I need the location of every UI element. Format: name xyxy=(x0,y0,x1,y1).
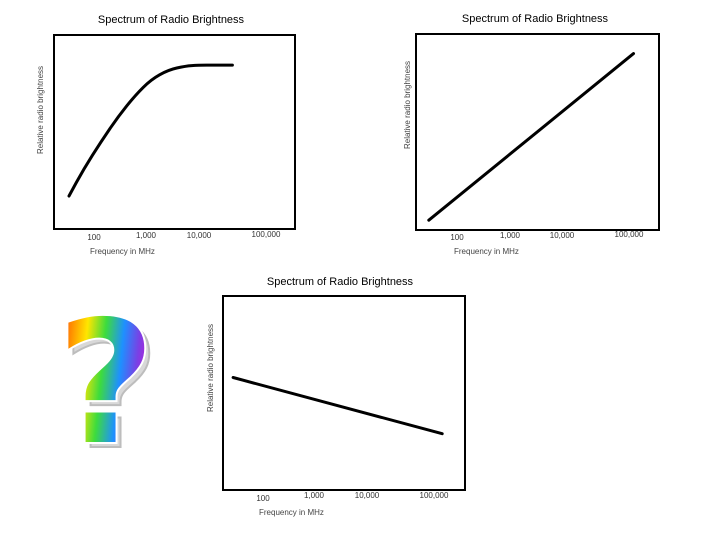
chart-2-x-axis-label: Frequency in MHz xyxy=(454,247,519,256)
chart-3-title: Spectrum of Radio Brightness xyxy=(267,276,414,288)
chart-3-y-axis-label: Relative radio brightness xyxy=(206,324,215,412)
chart-3-x-tick-100000: 100,000 xyxy=(420,491,449,500)
chart-3-x-axis-label: Frequency in MHz xyxy=(259,508,324,517)
chart-3-x-tick-10000: 10,000 xyxy=(355,491,380,500)
chart-1-plot-frame xyxy=(53,34,296,230)
question-mark-shadow: ? xyxy=(62,290,161,488)
chart-3-series-line xyxy=(231,376,444,436)
chart-1-x-tick-100000: 100,000 xyxy=(252,230,281,239)
chart-2-x-tick-100: 100 xyxy=(450,233,464,242)
chart-1-x-tick-100: 100 xyxy=(87,233,101,242)
chart-2-plot-frame xyxy=(415,33,660,231)
chart-2-x-tick-10000: 10,000 xyxy=(550,231,575,240)
chart-2-series-line xyxy=(427,52,635,222)
chart-2-x-tick-1000: 1,000 xyxy=(500,231,521,240)
chart-1-x-tick-1000: 1,000 xyxy=(136,231,157,240)
rainbow-question-mark-icon: ? ? xyxy=(55,283,162,489)
chart-2-x-tick-100000: 100,000 xyxy=(615,230,644,239)
chart-3-plot-frame xyxy=(222,295,466,491)
chart-1-series-line xyxy=(67,63,234,198)
chart-1-y-axis-label: Relative radio brightness xyxy=(36,66,45,154)
chart-1-x-axis-label: Frequency in MHz xyxy=(90,247,155,256)
chart-3-x-tick-1000: 1,000 xyxy=(304,491,325,500)
question-mark-glyph: ? xyxy=(57,285,156,483)
chart-1-title: Spectrum of Radio Brightness xyxy=(98,14,245,26)
chart-3: Spectrum of Radio Brightness Relative ra… xyxy=(206,276,466,517)
chart-2: Spectrum of Radio Brightness Relative ra… xyxy=(403,13,660,256)
chart-2-title: Spectrum of Radio Brightness xyxy=(462,13,609,25)
chart-3-x-tick-100: 100 xyxy=(256,494,270,503)
chart-2-y-axis-label: Relative radio brightness xyxy=(403,61,412,149)
chart-1-x-tick-10000: 10,000 xyxy=(187,231,212,240)
chart-1: Spectrum of Radio Brightness Relative ra… xyxy=(36,14,296,256)
